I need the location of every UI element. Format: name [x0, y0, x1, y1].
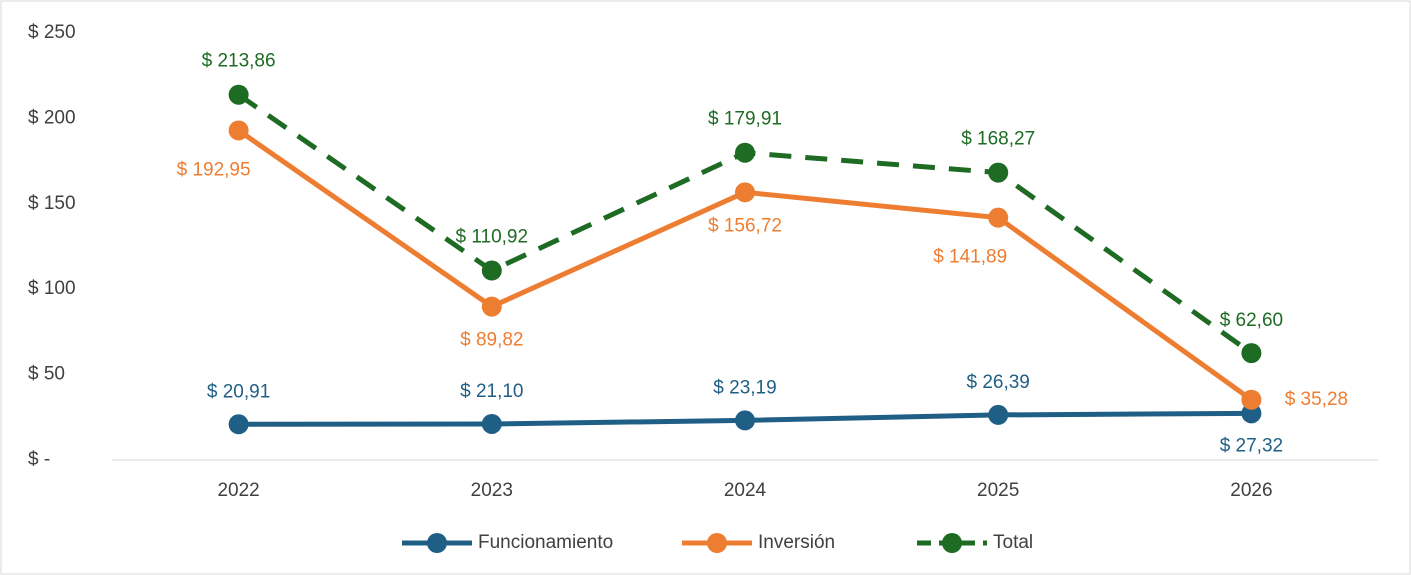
- y-tick-label: $ 250: [28, 22, 76, 43]
- x-tick-label: 2023: [471, 480, 513, 501]
- data-label: $ 26,39: [966, 372, 1029, 393]
- legend-marker: [942, 533, 962, 553]
- point: [1241, 343, 1262, 364]
- point: [228, 84, 249, 105]
- point: [228, 120, 249, 141]
- y-tick-label: $ 100: [28, 278, 76, 299]
- data-label: $ 168,27: [961, 129, 1035, 150]
- data-label: $ 141,89: [933, 247, 1007, 268]
- data-label: $ 110,92: [456, 227, 529, 248]
- point: [481, 296, 502, 317]
- point: [481, 260, 502, 281]
- data-label: $ 89,82: [460, 330, 523, 351]
- x-tick-label: 2025: [977, 480, 1019, 501]
- legend-label: Total: [993, 532, 1033, 553]
- point: [988, 404, 1009, 425]
- point: [1241, 389, 1262, 410]
- data-label: $ 23,19: [713, 377, 776, 398]
- y-tick-label: $ 50: [28, 364, 65, 385]
- y-tick-label: $ -: [28, 449, 50, 470]
- legend-marker: [427, 533, 447, 553]
- point: [481, 413, 502, 434]
- legend-label: Funcionamiento: [478, 532, 613, 553]
- data-label: $ 213,86: [202, 51, 276, 72]
- data-label: $ 27,32: [1220, 435, 1283, 456]
- point: [735, 410, 755, 431]
- legend-label: Inversión: [758, 532, 835, 553]
- point: [735, 142, 755, 163]
- x-tick-label: 2026: [1230, 480, 1272, 501]
- point: [988, 162, 1009, 183]
- x-tick-label: 2024: [724, 480, 767, 501]
- x-tick-label: 2022: [217, 480, 259, 501]
- data-label: $ 35,28: [1285, 389, 1348, 410]
- y-tick-label: $ 150: [28, 193, 76, 214]
- point: [228, 414, 249, 435]
- point: [735, 182, 755, 203]
- data-label: $ 192,95: [177, 159, 251, 180]
- data-label: $ 156,72: [708, 215, 782, 236]
- point: [988, 207, 1009, 228]
- data-label: $ 21,10: [460, 381, 523, 402]
- legend-marker: [707, 533, 727, 553]
- data-label: $ 20,91: [207, 381, 270, 402]
- data-label: $ 62,60: [1220, 310, 1283, 331]
- y-tick-label: $ 200: [28, 107, 76, 128]
- data-label: $ 179,91: [708, 109, 782, 130]
